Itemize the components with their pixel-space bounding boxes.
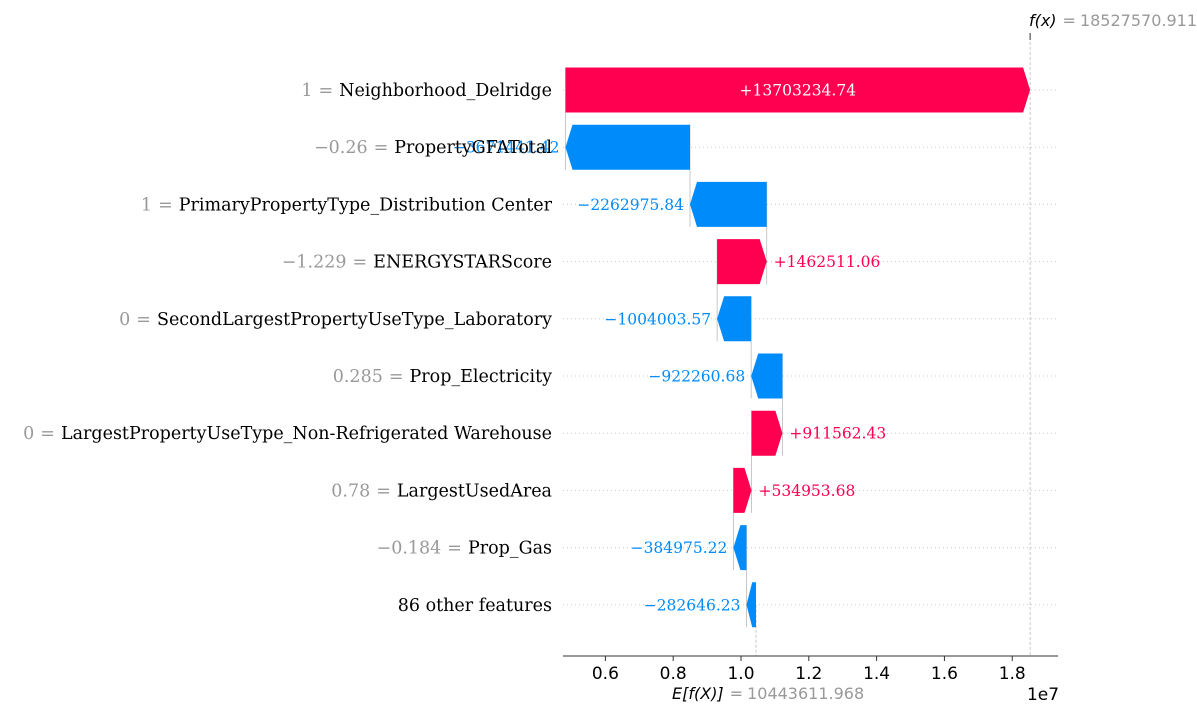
contribution-label: +911562.43 bbox=[789, 425, 886, 443]
feature-label: 1 = Neighborhood_Delridge bbox=[301, 81, 552, 101]
feature-equals: = bbox=[447, 539, 462, 559]
base-equals: = bbox=[730, 684, 743, 703]
x-tick-label: 1.8 bbox=[999, 664, 1026, 684]
contribution-label: +1462511.06 bbox=[774, 253, 881, 271]
feature-value: 0.78 bbox=[331, 481, 370, 501]
feature-label: 86 other features bbox=[398, 596, 552, 616]
feature-label: 0.285 = Prop_Electricity bbox=[333, 367, 552, 387]
contribution-label: −2262975.84 bbox=[577, 196, 684, 214]
feature-equals: = bbox=[318, 81, 333, 101]
contribution-bar bbox=[565, 67, 1031, 113]
contribution-bar bbox=[746, 582, 756, 628]
svg-text:f(x)=18527570.911: f(x) = 18527570.911 bbox=[1029, 11, 1197, 30]
feature-equals: = bbox=[353, 253, 368, 273]
output-equals: = bbox=[1063, 11, 1076, 30]
contribution-bar bbox=[733, 467, 752, 513]
contribution-label: +534953.68 bbox=[759, 482, 856, 500]
feature-name: PropertyGFATotal bbox=[394, 138, 552, 158]
feature-name: Prop_Electricity bbox=[410, 367, 553, 387]
output-label: f(x) bbox=[1029, 11, 1057, 30]
x-tick-label: 1.6 bbox=[931, 664, 958, 684]
feature-value: 0 bbox=[119, 310, 130, 330]
feature-name: SecondLargestPropertyUseType_Laboratory bbox=[157, 310, 552, 330]
feature-label: 0 = LargestPropertyUseType_Non-Refrigerate… bbox=[23, 424, 552, 444]
feature-label: 1 = PrimaryPropertyType_Distribution Cente… bbox=[141, 195, 553, 215]
base-value-annotation: E[f(X)] = 10443611.968 bbox=[672, 684, 864, 703]
x-tick-label: 0.8 bbox=[660, 664, 687, 684]
svg-text:E[f(X)]=10443611.968: E[f(X)] = 10443611.968 bbox=[672, 684, 864, 703]
contribution-bar bbox=[733, 525, 747, 571]
x-tick-label: 1.4 bbox=[863, 664, 890, 684]
feature-label: 0.78 = LargestUsedArea bbox=[331, 481, 552, 501]
feature-label: 0 = SecondLargestPropertyUseType_Laborator… bbox=[119, 310, 552, 330]
feature-value: 1 bbox=[141, 195, 152, 215]
feature-name: Neighborhood_Delridge bbox=[339, 81, 552, 101]
value-annotations: f(x) = 18527570.911 E[f(X)] = 10443611.968 1… bbox=[672, 11, 1197, 705]
feature-equals: = bbox=[376, 481, 391, 501]
x-tick-label: 1.2 bbox=[795, 664, 822, 684]
feature-label: −0.26 = PropertyGFATotal bbox=[314, 138, 552, 158]
feature-equals: = bbox=[158, 195, 173, 215]
feature-name: ENERGYSTARScore bbox=[373, 253, 552, 273]
feature-value: 0 bbox=[23, 424, 34, 444]
feature-name: Prop_Gas bbox=[468, 539, 552, 559]
x-axis-scale-label: 1e7 bbox=[1027, 685, 1059, 705]
feature-name: LargestUsedArea bbox=[397, 481, 552, 501]
contribution-bars bbox=[565, 67, 1031, 628]
feature-value: 1 bbox=[301, 81, 312, 101]
contribution-label: −3671441.42 bbox=[453, 139, 560, 157]
contribution-bar bbox=[717, 239, 767, 285]
feature-value: −1.229 bbox=[282, 253, 347, 273]
feature-equals: = bbox=[136, 310, 151, 330]
contribution-bar bbox=[717, 296, 752, 342]
contribution-label: −1004003.57 bbox=[604, 310, 711, 328]
contribution-bar bbox=[690, 181, 767, 227]
feature-value: −0.184 bbox=[377, 539, 442, 559]
x-axis: 0.6 0.8 1.0 1.2 1.4 1.6 1.8 bbox=[563, 655, 1058, 684]
base-label: E[f(X)] bbox=[672, 684, 724, 703]
contribution-bar bbox=[751, 410, 783, 456]
contribution-label: +13703234.74 bbox=[740, 82, 857, 100]
feature-name: PrimaryPropertyType_Distribution Center bbox=[179, 195, 553, 215]
feature-labels: +13703234.74 1 = Neighborhood_Delridge −3671… bbox=[23, 81, 886, 616]
x-tick-label: 1.0 bbox=[727, 664, 754, 684]
output-value-annotation: f(x) = 18527570.911 bbox=[1029, 11, 1197, 30]
x-tick-label: 0.6 bbox=[592, 664, 619, 684]
feature-name: LargestPropertyUseType_Non-Refrigerated … bbox=[61, 424, 552, 444]
feature-value: 0.285 bbox=[333, 367, 383, 387]
feature-equals: = bbox=[40, 424, 55, 444]
contribution-bar bbox=[565, 124, 690, 170]
contribution-bar bbox=[751, 353, 783, 399]
contribution-label: −282646.23 bbox=[644, 596, 741, 614]
feature-name: 86 other features bbox=[398, 596, 552, 616]
feature-label: −1.229 = ENERGYSTARScore bbox=[282, 253, 552, 273]
feature-equals: = bbox=[389, 367, 404, 387]
contribution-label: −384975.22 bbox=[631, 539, 728, 557]
feature-label: −0.184 = Prop_Gas bbox=[377, 539, 552, 559]
base-value: 10443611.968 bbox=[747, 684, 864, 703]
contribution-label: −922260.68 bbox=[648, 368, 745, 386]
feature-value: −0.26 bbox=[314, 138, 368, 158]
output-value: 18527570.911 bbox=[1080, 11, 1197, 30]
feature-equals: = bbox=[374, 138, 389, 158]
